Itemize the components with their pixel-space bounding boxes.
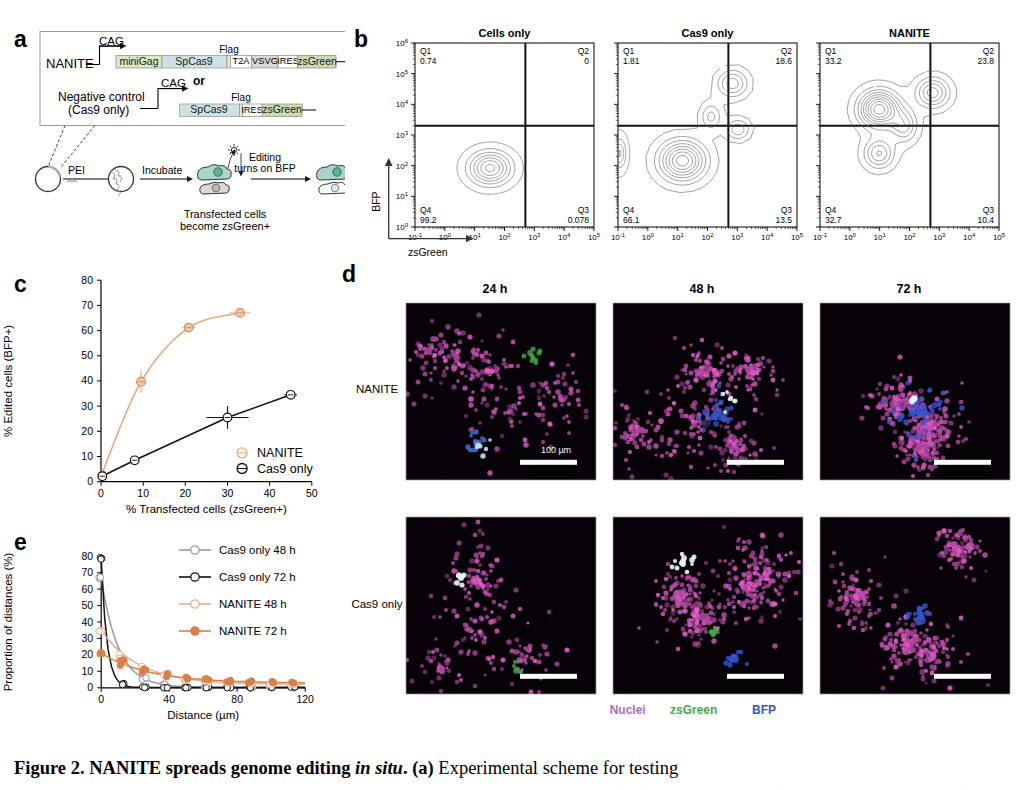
svg-text:% Edited cells (BFP+): % Edited cells (BFP+) [2, 325, 14, 437]
svg-text:Proportion of distances (%): Proportion of distances (%) [2, 552, 14, 691]
